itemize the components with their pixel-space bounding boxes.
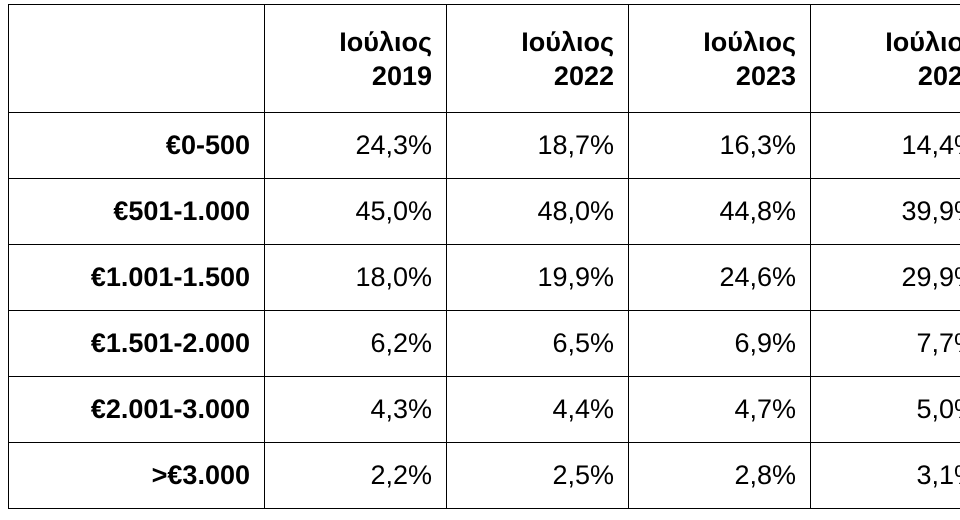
value-cell: 24,6% [628, 244, 811, 311]
column-header-year: 2022 [553, 60, 614, 91]
row-label: €2.001-3.000 [8, 376, 265, 443]
row-label: €1.501-2.000 [8, 310, 265, 377]
column-header-month: Ιούλιος [885, 26, 960, 57]
column-header-year: 2023 [735, 60, 796, 91]
value-cell: 18,0% [264, 244, 447, 311]
value-cell: 48,0% [446, 178, 629, 245]
value-cell: 4,7% [628, 376, 811, 443]
value-cell: 6,2% [264, 310, 447, 377]
value-cell: 6,5% [446, 310, 629, 377]
row-label: €0-500 [8, 112, 265, 179]
value-cell: 2,5% [446, 442, 629, 509]
value-cell: 29,9% [810, 244, 960, 311]
value-cell: 44,8% [628, 178, 811, 245]
value-cell: 14,4% [810, 112, 960, 179]
corner-cell [8, 4, 265, 113]
value-cell: 39,9% [810, 178, 960, 245]
value-cell: 24,3% [264, 112, 447, 179]
value-cell: 5,0% [810, 376, 960, 443]
column-header: Ιούλιος 2019 [264, 4, 447, 113]
header-row: Ιούλιος 2019 Ιούλιος 2022 Ιούλιος 2023 Ι… [8, 4, 960, 113]
table-row: €501-1.000 45,0% 48,0% 44,8% 39,9% [8, 178, 960, 245]
column-header-year: 2024 [917, 60, 960, 91]
value-cell: 4,3% [264, 376, 447, 443]
value-cell: 4,4% [446, 376, 629, 443]
value-cell: 16,3% [628, 112, 811, 179]
value-cell: 7,7% [810, 310, 960, 377]
value-cell: 18,7% [446, 112, 629, 179]
value-cell: 3,1% [810, 442, 960, 509]
column-header: Ιούλιος 2023 [628, 4, 811, 113]
value-cell: 6,9% [628, 310, 811, 377]
table-row: €1.501-2.000 6,2% 6,5% 6,9% 7,7% [8, 310, 960, 377]
column-header-month: Ιούλιος [521, 26, 614, 57]
value-cell: 2,2% [264, 442, 447, 509]
column-header-month: Ιούλιος [703, 26, 796, 57]
row-label: €501-1.000 [8, 178, 265, 245]
value-cell: 2,8% [628, 442, 811, 509]
column-header-month: Ιούλιος [339, 26, 432, 57]
table-row: >€3.000 2,2% 2,5% 2,8% 3,1% [8, 442, 960, 509]
column-header: Ιούλιος 2022 [446, 4, 629, 113]
table-row: €0-500 24,3% 18,7% 16,3% 14,4% [8, 112, 960, 179]
row-label: €1.001-1.500 [8, 244, 265, 311]
distribution-table: Ιούλιος 2019 Ιούλιος 2022 Ιούλιος 2023 Ι… [8, 4, 960, 509]
row-label: >€3.000 [8, 442, 265, 509]
table-row: €2.001-3.000 4,3% 4,4% 4,7% 5,0% [8, 376, 960, 443]
value-cell: 19,9% [446, 244, 629, 311]
column-header: Ιούλιος 2024 [810, 4, 960, 113]
column-header-year: 2019 [371, 60, 432, 91]
value-cell: 45,0% [264, 178, 447, 245]
table-row: €1.001-1.500 18,0% 19,9% 24,6% 29,9% [8, 244, 960, 311]
